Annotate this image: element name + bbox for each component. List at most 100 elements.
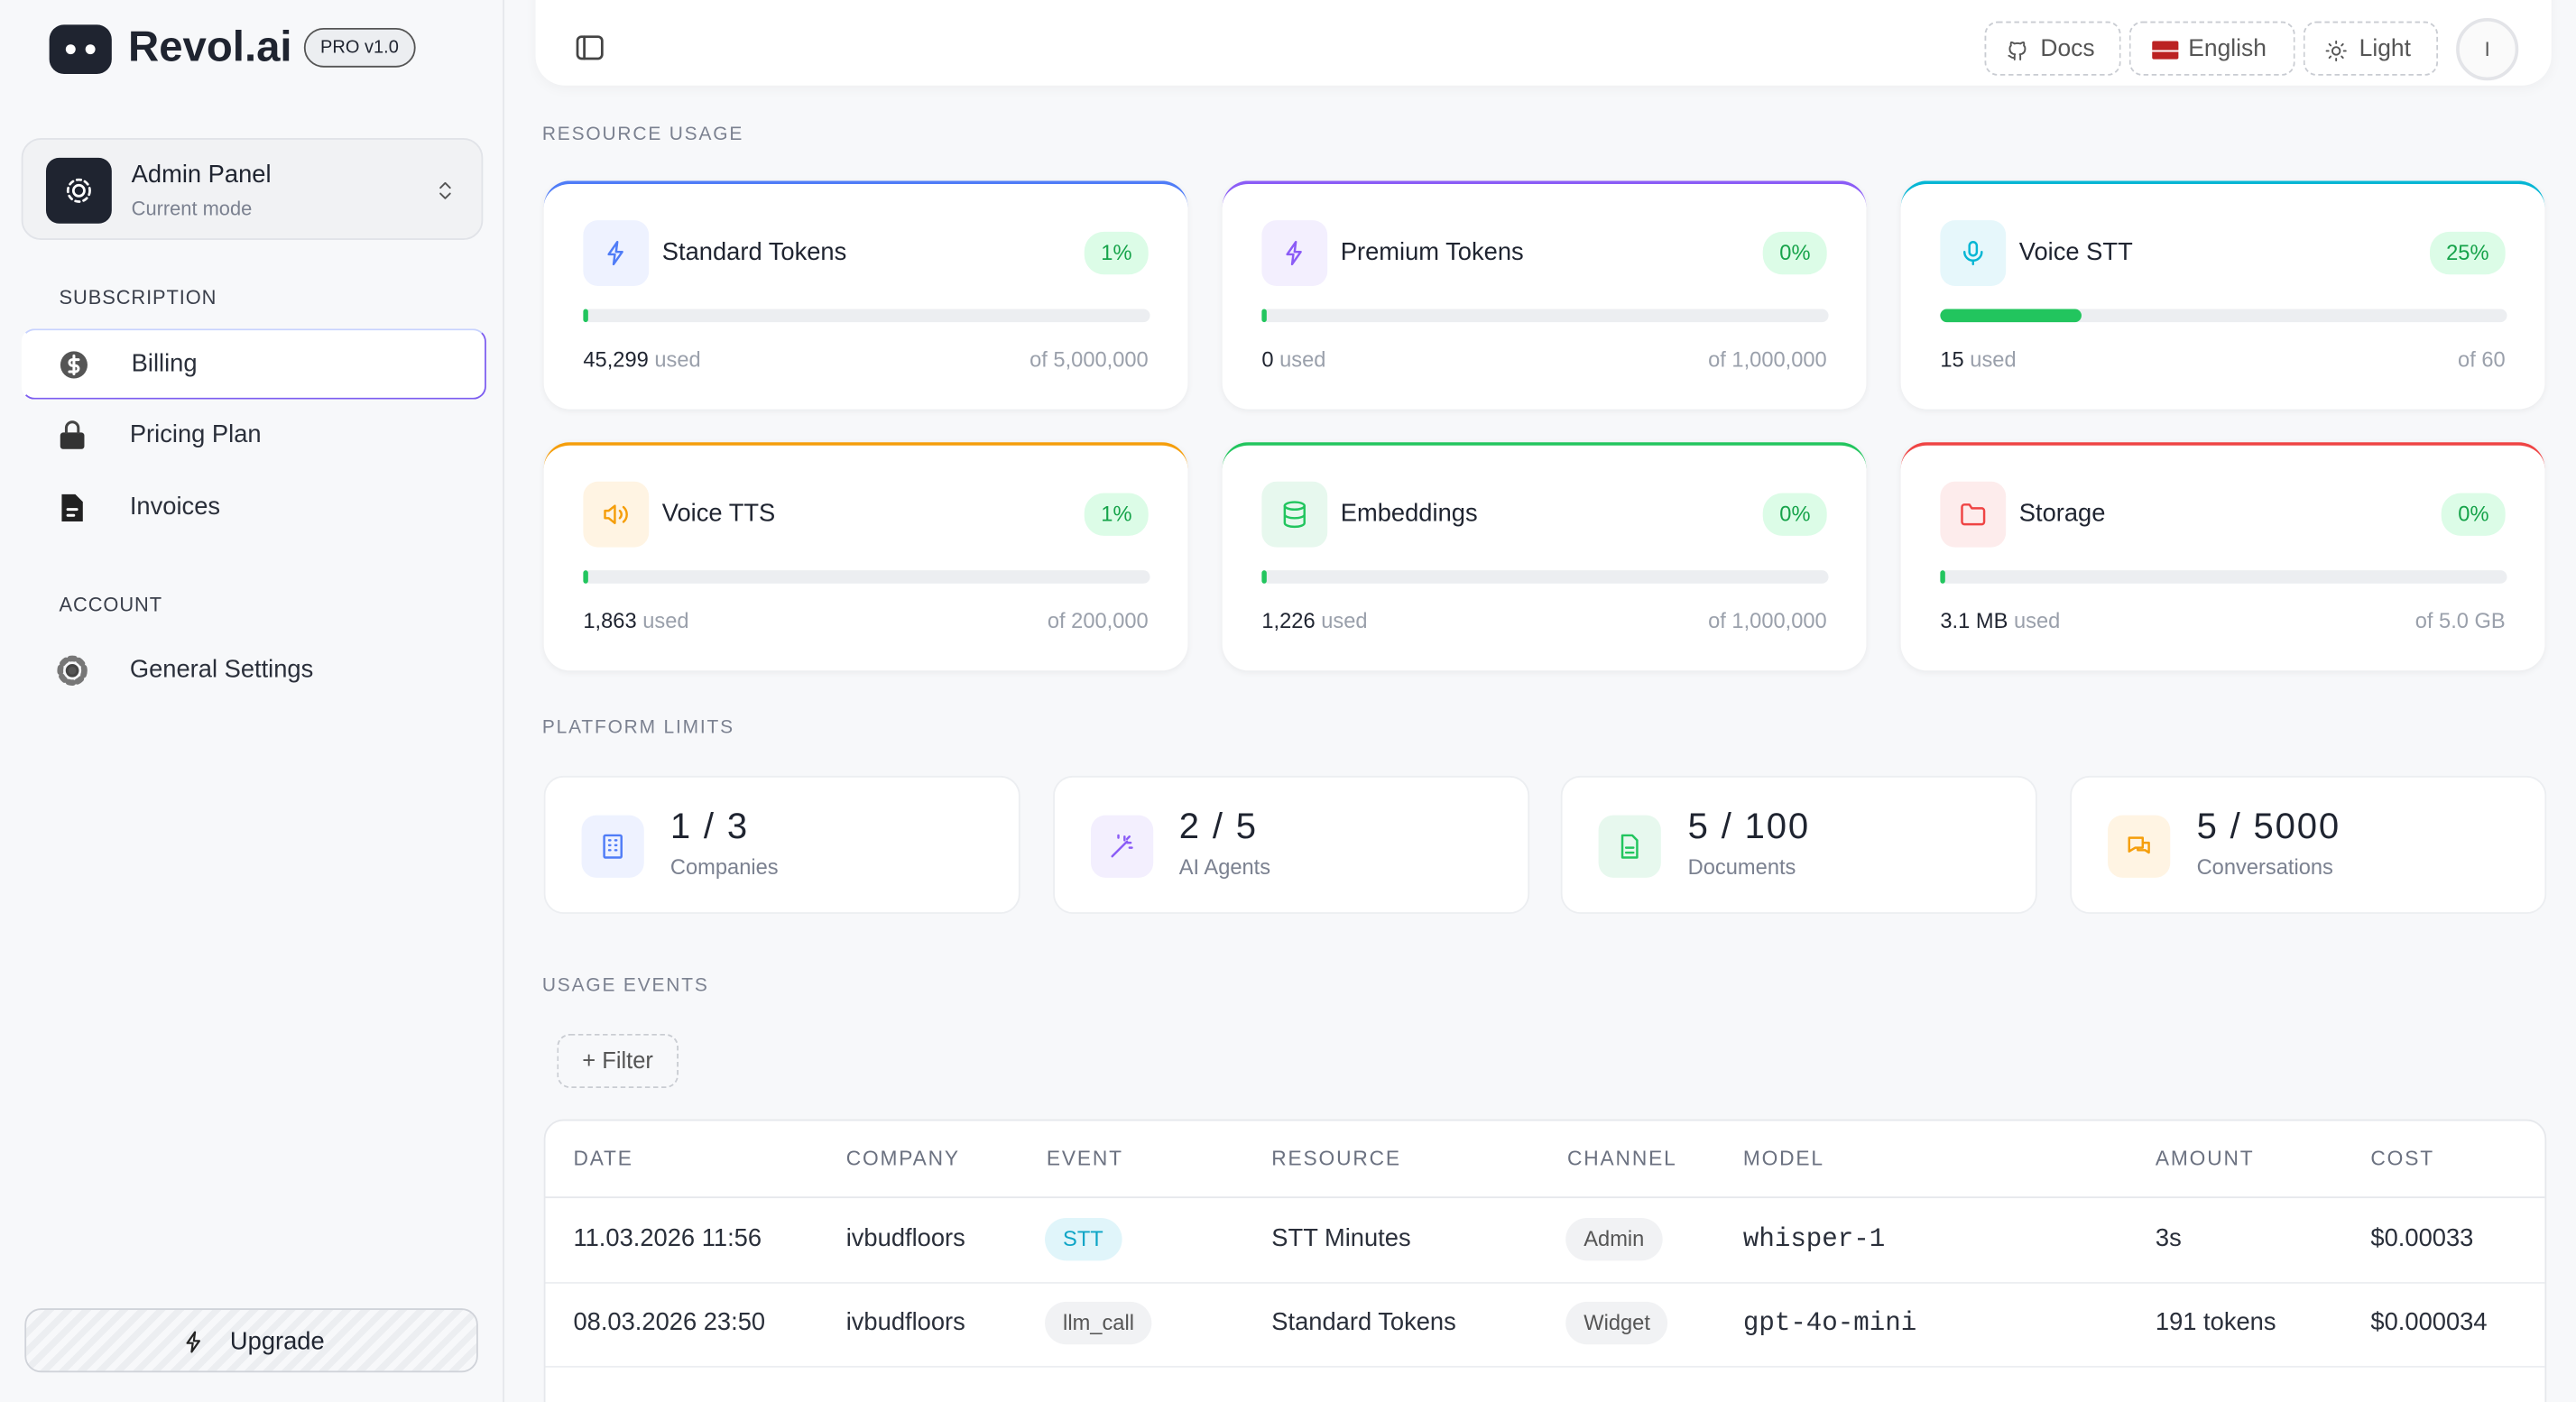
icon — [2006, 40, 2028, 63]
table-cell: Standard Tokens — [1271, 1308, 1456, 1337]
table-cell: $0.00033 — [2370, 1224, 2474, 1253]
usage-percent: 0% — [1763, 493, 1827, 536]
usage-name: Premium Tokens — [1340, 238, 1524, 267]
header-divider — [545, 1196, 2545, 1199]
logo-eye — [85, 44, 96, 55]
icon — [180, 1328, 207, 1356]
limit-value: 5 / 100 — [1687, 805, 1810, 847]
avatar[interactable]: I — [2456, 18, 2519, 81]
limit-card: 5 / 5000 Conversations — [2070, 775, 2547, 914]
usage-name: Voice STT — [2018, 238, 2133, 267]
section-title: ACCOUNT — [59, 593, 162, 617]
model-cell: whisper-1 — [1742, 1224, 1886, 1255]
used-value: 45,299 — [583, 346, 649, 372]
event-pill: STT — [1045, 1217, 1122, 1261]
limit-label: Documents — [1687, 854, 1796, 880]
used-value: 15 — [1940, 346, 1964, 372]
nav-item[interactable]: Pricing Plan — [22, 401, 486, 472]
usage-percent: 1% — [1085, 231, 1149, 275]
section-title: SUBSCRIPTION — [59, 285, 217, 309]
usage-bar-fill — [1940, 570, 1945, 584]
used-label: used — [654, 346, 701, 372]
topbar-button[interactable]: Light — [2303, 21, 2439, 76]
usage-card: Standard Tokens 1% 45,299 used of 5,000,000 — [543, 180, 1188, 410]
icon — [583, 481, 650, 548]
mode-switcher[interactable]: Admin Panel Current mode — [21, 138, 484, 240]
icon — [581, 815, 644, 878]
topbar-button[interactable]: Docs — [1984, 21, 2121, 76]
usage-card: Premium Tokens 0% 0 used of 1,000,000 — [1222, 180, 1867, 410]
icon — [1261, 220, 1328, 286]
limit-value: 5 / 5000 — [2196, 805, 2341, 847]
event-pill: llm_call — [1045, 1301, 1153, 1345]
usage-percent: 0% — [1763, 231, 1827, 275]
usage-limit: of 1,000,000 — [1708, 346, 1827, 372]
filter-button[interactable]: + Filter — [557, 1033, 679, 1089]
limit-label: Companies — [669, 854, 779, 880]
used-label: used — [1279, 346, 1326, 372]
usage-card: Embeddings 0% 1,226 used of 1,000,000 — [1222, 442, 1867, 671]
used-label: used — [1321, 608, 1368, 633]
icon — [434, 178, 457, 204]
usage-limit: of 200,000 — [1047, 608, 1149, 633]
table-cell: 11.03.2026 11:56 — [573, 1224, 762, 1253]
upgrade-button[interactable]: Upgrade — [24, 1308, 478, 1373]
brand: Revol.ai — [128, 21, 292, 71]
version-badge: PRO v1.0 — [303, 27, 416, 68]
usage-bar-track — [1940, 309, 2507, 323]
events-table: DATE COMPANY EVENT RESOURCE CHANNEL MODEL AMOU… — [543, 1119, 2547, 1402]
used-value: 0 — [1261, 346, 1274, 372]
icon — [45, 157, 112, 224]
nav-item[interactable]: General Settings — [22, 636, 486, 706]
usage-bar-track — [583, 570, 1150, 584]
topbar-button[interactable]: English — [2128, 21, 2295, 76]
usage-bar-fill — [583, 570, 589, 584]
nav-item[interactable]: Billing — [21, 328, 486, 400]
icon — [54, 490, 90, 526]
logo-eye — [65, 44, 76, 55]
topbar: Docs English Light I — [535, 0, 2552, 86]
mode-title: Admin Panel — [131, 161, 272, 189]
usage-used: 3.1 MB used — [1940, 608, 2060, 632]
used-value: 3.1 MB — [1940, 608, 2008, 633]
table-cell: $0.000034 — [2370, 1308, 2488, 1337]
topbar-button-label: Light — [2359, 36, 2411, 63]
mode-subtitle: Current mode — [131, 197, 253, 221]
table-cell: 191 tokens — [2155, 1308, 2276, 1337]
icon — [1940, 220, 2007, 286]
used-label: used — [1970, 346, 2017, 372]
usage-used: 1,226 used — [1261, 608, 1367, 632]
row-divider — [545, 1282, 2545, 1284]
limit-value: 1 / 3 — [669, 805, 749, 847]
icon — [54, 652, 90, 688]
usage-card: Voice STT 25% 15 used of 60 — [1900, 180, 2545, 410]
row-divider — [545, 1365, 2545, 1368]
icon — [54, 418, 90, 454]
nav-label: Billing — [131, 350, 198, 379]
topbar-button-label: English — [2188, 36, 2267, 63]
used-value: 1,226 — [1261, 608, 1316, 633]
model-cell: gpt-4o-mini — [1742, 1308, 1917, 1338]
usage-bar-track — [1261, 570, 1829, 584]
usage-name: Voice TTS — [661, 499, 776, 528]
nav-item[interactable]: Invoices — [22, 474, 486, 544]
usage-limit: of 60 — [2458, 346, 2506, 372]
icon — [573, 32, 605, 64]
flag — [2152, 41, 2179, 60]
usage-bar-track — [583, 309, 1150, 323]
usage-limit: of 1,000,000 — [1708, 608, 1827, 633]
column-header: COMPANY — [845, 1147, 960, 1171]
column-header: AMOUNT — [2155, 1147, 2255, 1171]
column-header: EVENT — [1046, 1147, 1123, 1171]
column-header: COST — [2370, 1147, 2434, 1171]
column-header: RESOURCE — [1271, 1147, 1401, 1171]
limit-label: Conversations — [2196, 854, 2333, 880]
logo — [49, 24, 112, 74]
usage-card: Voice TTS 1% 1,863 used of 200,000 — [543, 442, 1188, 671]
usage-limit: of 5.0 GB — [2414, 608, 2506, 633]
usage-name: Embeddings — [1340, 499, 1478, 528]
usage-card: Storage 0% 3.1 MB used of 5.0 GB — [1900, 442, 2545, 671]
usage-bar-fill — [583, 309, 589, 323]
topbar-button-label: Docs — [2040, 36, 2095, 63]
table-cell: 08.03.2026 23:50 — [573, 1308, 766, 1337]
